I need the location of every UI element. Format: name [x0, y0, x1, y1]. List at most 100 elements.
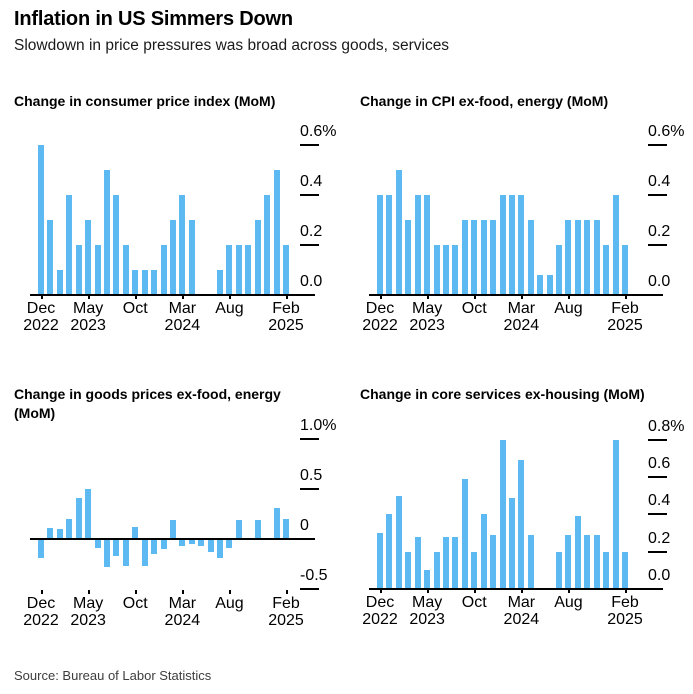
x-axis-line [30, 294, 315, 296]
source-note: Source: Bureau of Labor Statistics [14, 668, 212, 683]
bar-dec-2022 [377, 195, 383, 295]
bar-aug-2024 [226, 539, 233, 548]
bar-mar-2024 [179, 539, 186, 546]
x-tick-mark [182, 590, 184, 594]
bar-mar-2023 [405, 551, 412, 590]
bar-sep-2023 [122, 245, 129, 295]
x-tick-label: Aug [554, 594, 583, 611]
x-tick-mark [474, 589, 476, 593]
bar-jul-2023 [103, 170, 110, 295]
bar-aug-2023 [113, 195, 120, 295]
bar-sep-2023 [461, 220, 468, 295]
bar-dec-2023 [151, 270, 158, 295]
bar-may-2024 [198, 539, 205, 546]
bar-aug-2024 [565, 534, 572, 590]
y-tick-dash [300, 194, 319, 196]
bar-feb-2023 [56, 270, 63, 295]
bar-jan-2025 [273, 508, 280, 539]
y-tick-dash [300, 438, 319, 440]
bar-apr-2024 [527, 220, 534, 295]
bar-nov-2023 [480, 514, 487, 590]
y-tick-label: 0.5 [300, 467, 323, 484]
bar-jul-2024 [217, 539, 224, 558]
y-tick-label: -0.5 [300, 567, 328, 584]
x-tick-mark [380, 589, 382, 593]
bar-aug-2023 [452, 245, 459, 295]
bar-feb-2025 [622, 551, 628, 590]
bar-jun-2023 [94, 245, 101, 295]
bar-sep-2024 [574, 220, 581, 295]
x-tick-label: Aug [215, 300, 244, 317]
bar-dec-2023 [151, 539, 158, 554]
bar-apr-2024 [188, 539, 195, 544]
x-tick-label: May 2023 [70, 595, 106, 629]
x-tick-label: May 2023 [409, 300, 445, 334]
x-tick-mark [41, 295, 43, 299]
bar-oct-2023 [132, 270, 139, 295]
chart-title: Change in consumer price index (MoM) [14, 93, 276, 109]
bar-jan-2023 [386, 514, 393, 590]
chart-title: Change in goods prices ex-food, energy (… [14, 386, 281, 421]
bar-feb-2024 [508, 497, 515, 590]
y-tick-dash [300, 144, 319, 146]
x-tick-label: Dec 2022 [362, 300, 398, 334]
x-tick-mark [521, 295, 523, 299]
bar-feb-2025 [283, 245, 289, 295]
x-tick-label: Mar 2024 [503, 594, 540, 628]
x-tick-label: May 2023 [409, 594, 445, 628]
x-tick-mark [380, 295, 382, 299]
bar-feb-2024 [169, 520, 176, 539]
bar-oct-2023 [471, 551, 478, 590]
y-tick-dash [648, 513, 667, 516]
bar-jan-2023 [47, 528, 54, 539]
y-tick-dash [300, 588, 319, 590]
bar-apr-2023 [414, 536, 421, 590]
y-tick-label: 0.2 [300, 223, 323, 240]
bar-dec-2024 [603, 551, 610, 590]
bar-oct-2023 [132, 527, 139, 539]
x-tick-mark [229, 590, 231, 594]
bar-feb-2025 [283, 519, 289, 539]
y-tick-label: 0.2 [648, 223, 671, 240]
bar-may-2023 [85, 220, 92, 295]
y-tick-dash [300, 488, 319, 490]
bar-jul-2023 [442, 245, 449, 295]
bar-feb-2023 [395, 495, 402, 590]
bar-jun-2024 [546, 275, 553, 295]
bar-jun-2023 [94, 539, 101, 548]
bar-dec-2023 [490, 534, 497, 590]
bar-sep-2024 [235, 520, 242, 539]
bar-oct-2024 [584, 220, 591, 295]
bar-jan-2025 [273, 170, 280, 295]
bar-nov-2023 [141, 539, 148, 566]
bar-apr-2024 [527, 534, 534, 590]
chart-title: Change in core services ex-housing (MoM) [360, 386, 645, 402]
bar-may-2024 [537, 275, 544, 295]
bar-nov-2024 [254, 220, 261, 295]
x-tick-mark [41, 590, 43, 594]
bar-sep-2023 [122, 539, 129, 566]
y-tick-label: 0.4 [300, 173, 323, 190]
bar-nov-2024 [593, 220, 600, 295]
bar-mar-2024 [518, 195, 525, 295]
x-tick-mark [135, 590, 137, 594]
x-tick-label: Feb 2025 [268, 300, 304, 334]
bar-dec-2022 [377, 533, 383, 590]
bar-apr-2023 [75, 245, 82, 295]
bar-oct-2023 [471, 220, 478, 295]
x-tick-mark [521, 589, 523, 593]
bar-jan-2025 [612, 195, 619, 295]
y-tick-dash [648, 550, 667, 553]
bar-aug-2024 [565, 220, 572, 295]
bar-dec-2024 [603, 245, 610, 295]
y-tick-label: 0.4 [648, 173, 671, 190]
y-tick-label: 0.8% [648, 417, 685, 435]
x-tick-label: Dec 2022 [23, 300, 59, 334]
x-tick-label: Feb 2025 [607, 594, 643, 628]
bar-jan-2024 [160, 245, 167, 295]
bar-dec-2022 [38, 145, 44, 295]
bar-sep-2024 [235, 245, 242, 295]
bar-sep-2024 [574, 516, 581, 590]
bar-aug-2023 [113, 539, 120, 556]
